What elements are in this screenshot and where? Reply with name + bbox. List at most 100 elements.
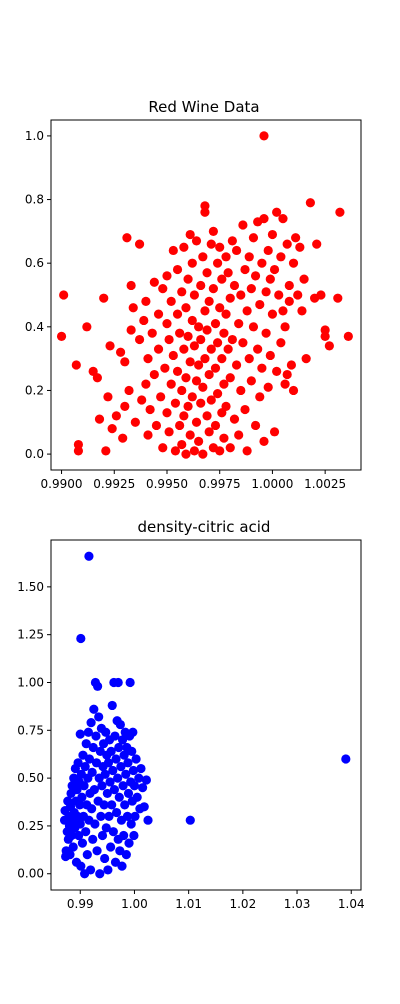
data-point — [149, 277, 159, 287]
data-point — [153, 309, 164, 319]
data-point — [136, 763, 146, 774]
data-point — [208, 284, 218, 294]
data-point — [250, 271, 261, 281]
data-point — [108, 827, 118, 837]
data-point — [276, 252, 286, 262]
chart-title: density-citric acid — [138, 518, 271, 536]
data-point — [103, 392, 113, 402]
data-point — [183, 331, 193, 341]
data-point — [117, 861, 127, 871]
data-point — [149, 369, 159, 380]
data-point — [103, 865, 113, 875]
data-point — [175, 420, 185, 431]
data-point — [128, 765, 138, 776]
data-point — [202, 411, 212, 421]
data-point — [341, 754, 351, 764]
data-point — [111, 411, 121, 421]
data-point — [269, 264, 280, 275]
chart-title: Red Wine Data — [148, 98, 259, 116]
data-point — [206, 344, 216, 354]
data-point — [65, 850, 75, 860]
data-point — [181, 373, 191, 383]
data-point — [301, 354, 311, 364]
data-point — [158, 284, 168, 294]
data-point — [109, 784, 120, 795]
data-point — [198, 382, 208, 392]
data-point — [286, 360, 297, 370]
x-tick-label: 0.9950 — [146, 477, 188, 491]
data-point — [221, 309, 231, 319]
data-point — [234, 319, 244, 329]
data-point — [164, 427, 174, 437]
data-point — [99, 293, 109, 303]
data-point — [106, 746, 116, 756]
data-point — [240, 404, 250, 415]
data-point — [101, 823, 111, 833]
data-point — [198, 449, 208, 459]
data-point — [82, 850, 92, 860]
y-tick-label: 0.2 — [25, 383, 44, 397]
data-point — [130, 417, 140, 427]
data-point — [100, 769, 110, 779]
y-tick-label: 0.0 — [25, 447, 44, 461]
data-point — [282, 369, 292, 380]
data-point — [137, 395, 147, 405]
data-point — [206, 239, 216, 249]
data-point — [116, 762, 126, 772]
data-point — [101, 727, 111, 737]
data-point — [129, 830, 139, 841]
data-point — [189, 290, 200, 300]
data-point — [335, 207, 345, 217]
data-point — [88, 742, 98, 753]
data-point — [215, 446, 225, 456]
data-point — [107, 800, 117, 810]
data-point — [276, 338, 286, 348]
data-point — [263, 382, 273, 392]
data-point — [120, 401, 130, 411]
data-point — [75, 800, 85, 810]
data-point — [162, 271, 172, 281]
data-point — [324, 341, 334, 351]
data-point — [172, 366, 183, 376]
data-point — [179, 411, 189, 421]
y-axis: 0.0 0.2 0.4 0.6 0.8 1.0 — [25, 129, 51, 461]
data-point — [212, 389, 223, 399]
data-point — [191, 376, 202, 386]
data-point — [94, 712, 104, 722]
data-point — [123, 788, 134, 799]
data-point — [74, 830, 84, 841]
data-point — [267, 309, 278, 319]
data-point — [200, 207, 210, 217]
data-point — [217, 274, 227, 284]
data-point — [181, 449, 191, 459]
data-point — [288, 385, 299, 396]
data-point — [194, 436, 204, 446]
data-point — [68, 842, 78, 852]
data-point — [242, 446, 252, 456]
data-point — [238, 220, 248, 230]
data-point — [121, 769, 131, 779]
y-tick-label: 0.25 — [17, 819, 44, 833]
y-tick-label: 0.00 — [17, 867, 44, 881]
data-point — [179, 242, 189, 252]
data-point — [141, 775, 151, 785]
data-point — [170, 398, 181, 408]
data-point — [82, 322, 92, 332]
data-point — [105, 341, 115, 351]
data-point — [291, 233, 301, 243]
data-point — [198, 252, 208, 262]
data-point — [282, 239, 292, 249]
data-point — [107, 700, 117, 711]
data-point — [204, 369, 214, 380]
data-point — [257, 258, 267, 268]
data-point — [215, 242, 225, 252]
data-point — [87, 767, 97, 777]
data-point — [81, 827, 91, 837]
x-tick-label: 1.00 — [121, 897, 148, 911]
data-point — [278, 214, 288, 224]
data-point — [156, 392, 166, 402]
axes-frame — [50, 539, 362, 891]
data-point — [295, 242, 305, 252]
data-point — [210, 363, 221, 373]
data-point — [170, 446, 181, 456]
